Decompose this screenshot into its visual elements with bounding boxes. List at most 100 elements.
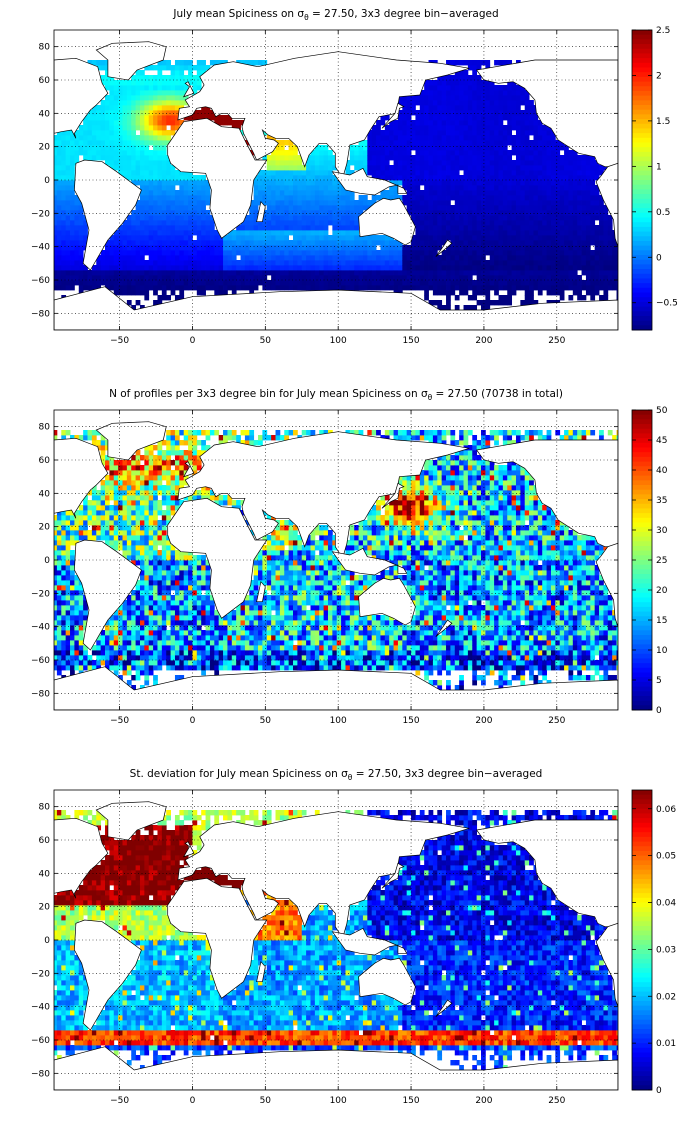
heatmap-cell [139,465,145,471]
heatmap-cell [524,200,530,206]
heatmap-cell [310,255,316,261]
heatmap-cell [148,65,154,71]
heatmap-cell [446,100,451,106]
heatmap-cell [367,145,373,151]
heatmap-cell [599,280,604,286]
heatmap-cell [546,200,552,206]
heatmap-cell [288,180,294,186]
heatmap-cell [126,290,132,296]
heatmap-cell [153,125,158,131]
heatmap-cell [402,140,408,146]
heatmap-cell [131,225,137,231]
heatmap-cell [288,260,294,266]
heatmap-cell [581,255,587,261]
heatmap-cell [218,275,224,281]
heatmap-cell [568,280,574,286]
heatmap-cell [411,235,416,241]
heatmap-cell [446,110,451,116]
heatmap-cell [78,520,84,526]
heatmap-cell [354,205,359,211]
heatmap-cell [467,190,473,196]
heatmap-cell [109,140,115,146]
heatmap-cell [389,250,394,256]
heatmap-cell [520,140,526,146]
heatmap-cell [161,155,167,161]
heatmap-cell [205,215,211,221]
heatmap-cell [572,165,578,171]
heatmap-cell [446,235,451,241]
heatmap-cell [293,170,298,176]
heatmap-cell [196,110,202,116]
heatmap-cell [174,285,180,291]
heatmap-cell [183,265,189,271]
heatmap-cell [258,250,263,256]
heatmap-cell [441,115,447,121]
heatmap-cell [161,150,167,156]
heatmap-cell [572,285,578,291]
heatmap-cell [249,280,255,286]
heatmap-cell [397,110,403,116]
heatmap-cell [476,75,482,81]
heatmap-cell [498,230,504,236]
heatmap-cell [520,245,526,251]
heatmap-cell [166,205,171,211]
heatmap-cell [179,185,185,191]
heatmap-cell [494,145,499,151]
heatmap-cell [179,235,185,241]
heatmap-cell [236,260,241,266]
heatmap-cell [437,210,443,216]
heatmap-cell [54,195,58,201]
heatmap-cell [126,595,132,601]
heatmap-cell [192,205,198,211]
heatmap-cell [54,535,58,541]
heatmap-cell [450,215,456,221]
heatmap-cell [144,115,150,121]
heatmap-cell [537,215,543,221]
heatmap-cell [54,560,58,566]
heatmap-cell [502,260,508,266]
heatmap-cell [83,520,88,526]
heatmap-cell [61,230,67,236]
heatmap-cell [472,235,478,241]
heatmap-cell [113,545,119,551]
heatmap-cell [139,270,145,276]
heatmap-cell [157,115,163,121]
heatmap-cell [275,245,281,251]
heatmap-cell [498,270,504,276]
heatmap-cell [100,500,106,506]
heatmap-cell [415,240,421,246]
heatmap-cell [139,655,145,661]
heatmap-cell [109,155,115,161]
heatmap-cell [454,265,460,271]
heatmap-cell [83,140,88,146]
heatmap-cell [135,210,141,216]
heatmap-cell [118,160,123,166]
heatmap-cell [494,235,499,241]
heatmap-cell [118,655,123,661]
heatmap-cell [157,285,163,291]
heatmap-cell [446,170,451,176]
heatmap-cell [550,185,556,191]
heatmap-cell [476,245,482,251]
heatmap-cell [424,210,429,216]
heatmap-cell [419,235,425,241]
heatmap-cell [258,255,263,261]
heatmap-cell [183,200,189,206]
heatmap-cell [100,655,106,661]
heatmap-cell [424,285,429,291]
heatmap-cell [529,265,534,271]
heatmap-cell [293,270,298,276]
heatmap-cell [218,245,224,251]
heatmap-cell [564,195,569,201]
heatmap-cell [65,150,71,156]
heatmap-cell [118,530,123,536]
heatmap-cell [393,240,399,246]
heatmap-cell [406,130,412,136]
land-australia [358,197,416,246]
heatmap-cell [319,240,325,246]
heatmap-cell [481,240,486,246]
heatmap-cell [70,265,75,271]
heatmap-cell [454,140,460,146]
heatmap-cell [126,105,132,111]
heatmap-cell [65,180,71,186]
